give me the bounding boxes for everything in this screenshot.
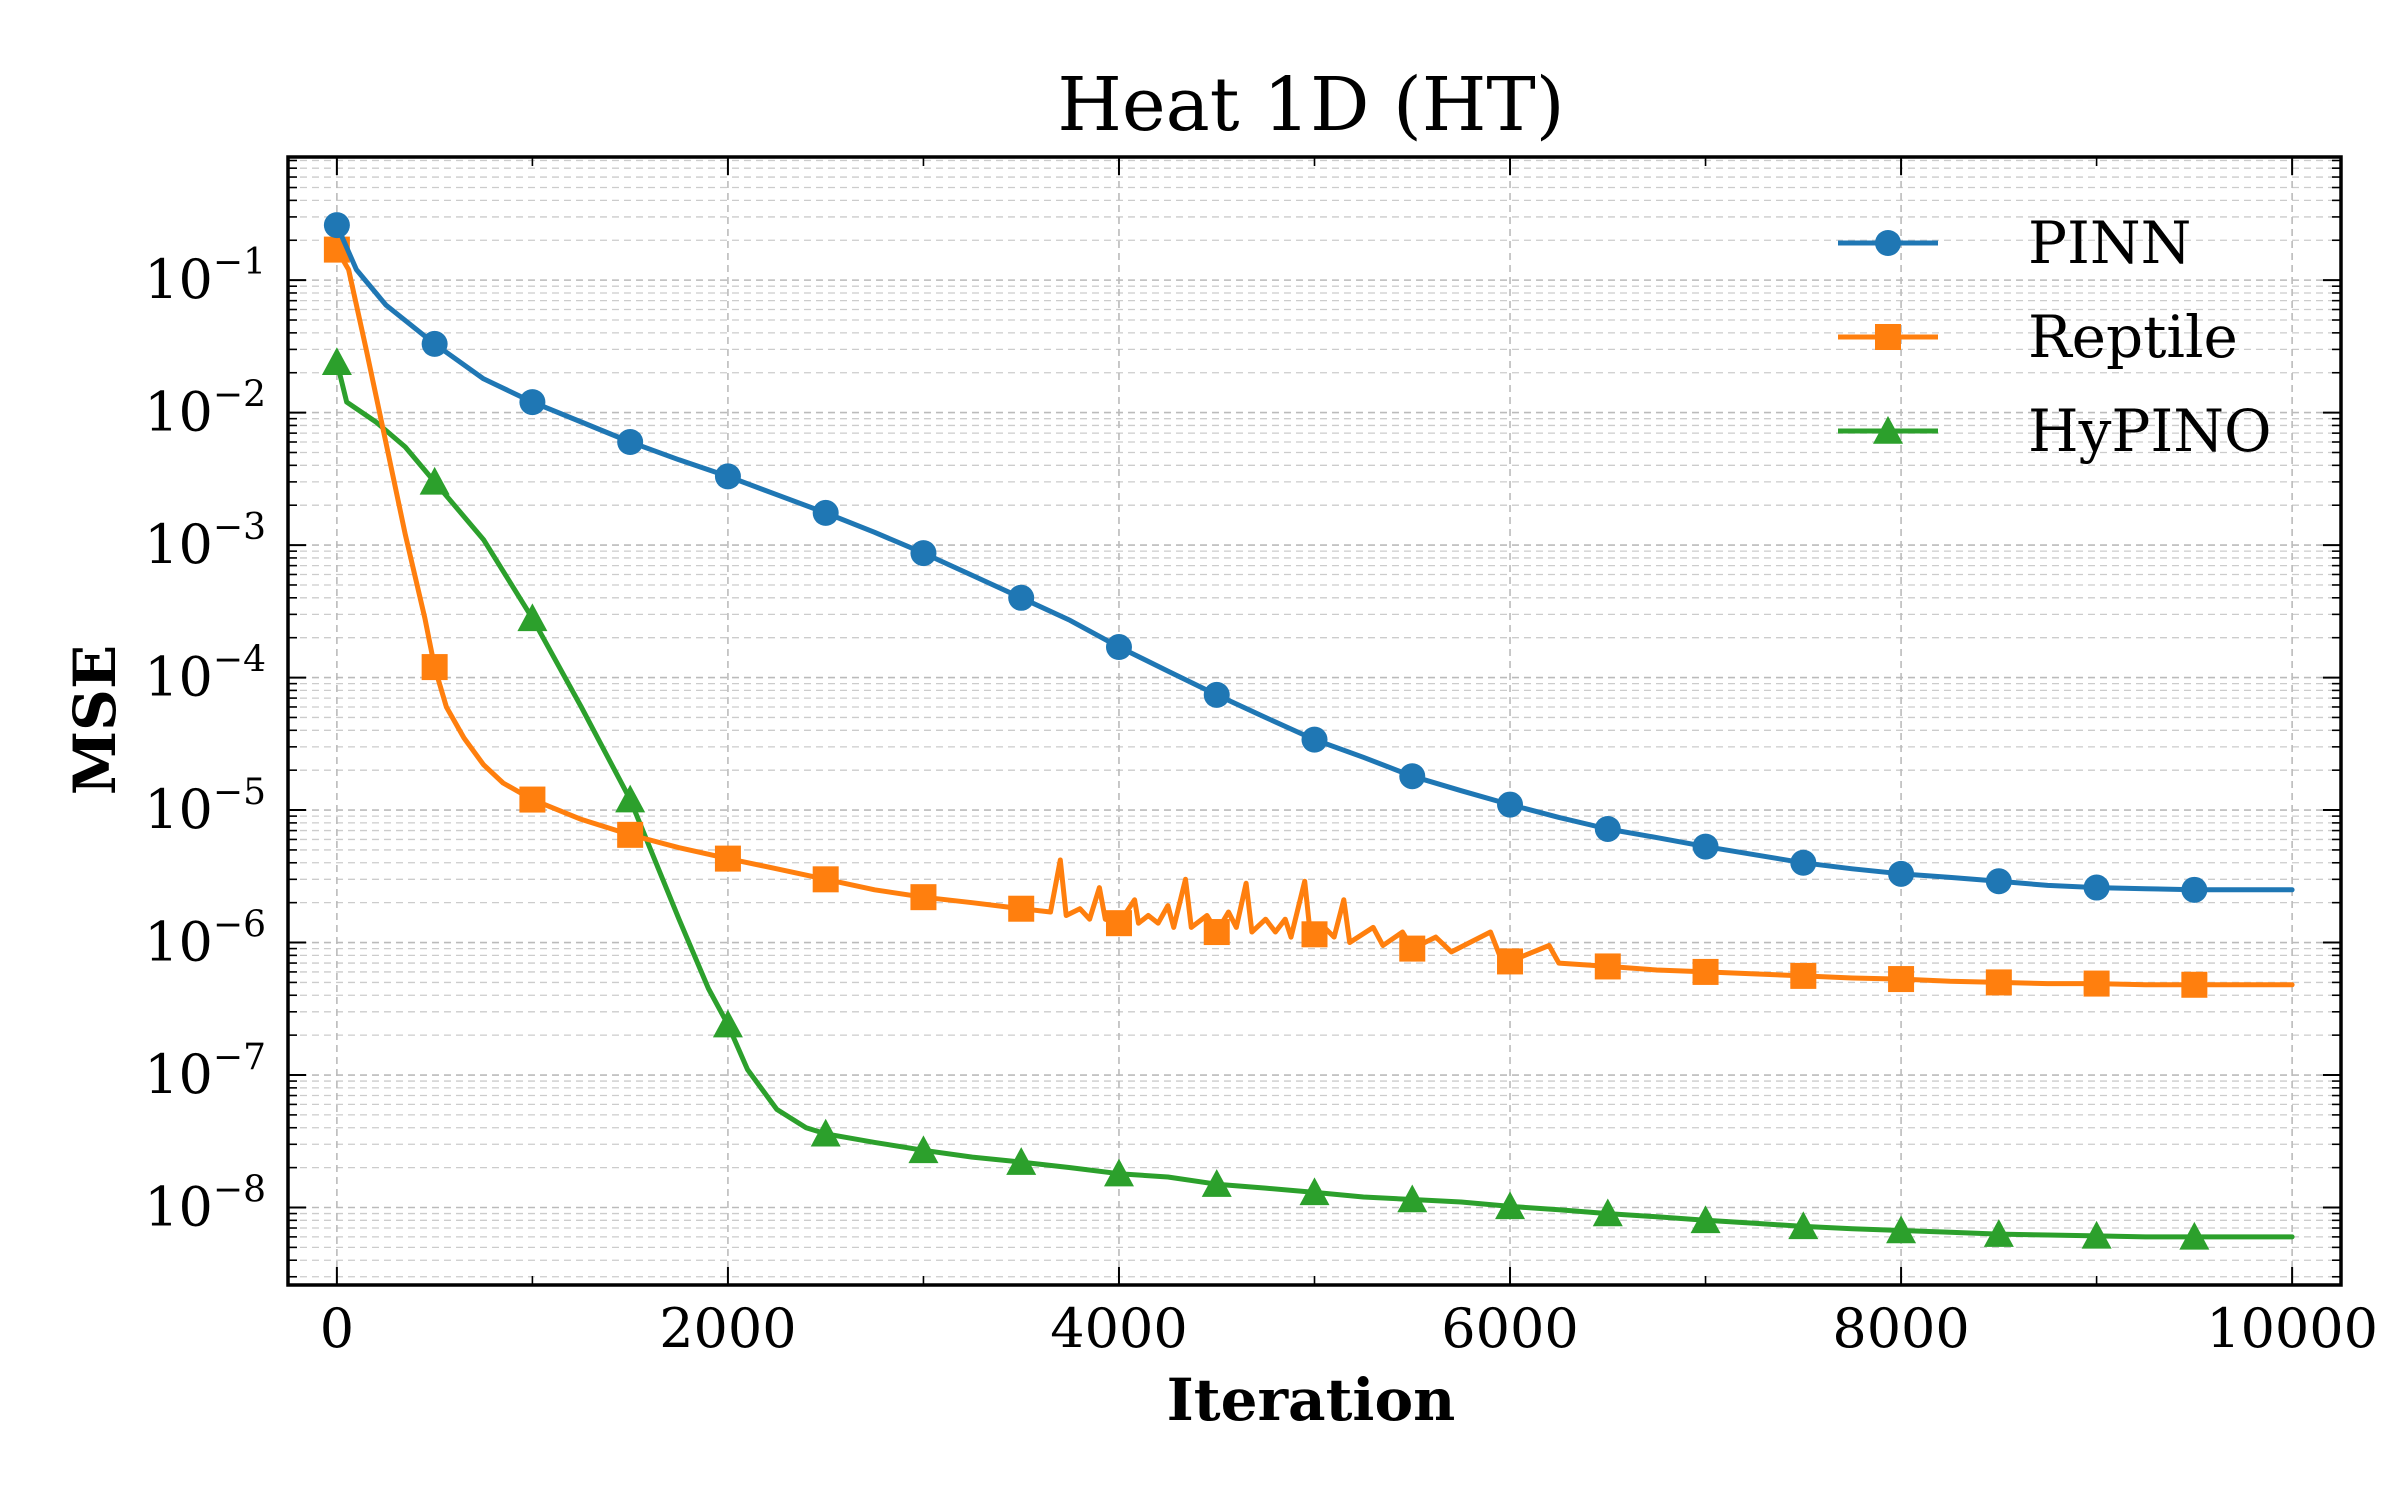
x-tick-label: 2000 — [659, 1297, 796, 1360]
data-point-square — [910, 884, 937, 911]
data-point-triangle — [1690, 1205, 1721, 1234]
legend-marker — [1873, 416, 1903, 444]
series-line — [334, 359, 2295, 1240]
data-point-triangle — [908, 1135, 939, 1164]
y-tick-label: 10−3 — [144, 507, 266, 576]
x-tick-label: 10000 — [2206, 1297, 2378, 1360]
data-point-circle — [421, 330, 448, 357]
data-point-square — [1888, 966, 1915, 993]
grid — [288, 157, 2341, 1285]
data-point-square — [1985, 969, 2012, 996]
x-tick-label: 4000 — [1050, 1297, 1187, 1360]
axis-ticks — [288, 157, 2341, 1285]
data-point-triangle — [1788, 1211, 1819, 1240]
data-point-circle — [519, 389, 546, 416]
data-point-triangle — [1299, 1177, 1330, 1206]
y-tick-label: 10−5 — [144, 772, 266, 841]
data-point-circle — [617, 429, 644, 456]
data-point-circle — [812, 499, 839, 526]
legend: PINN Reptile HyPINO — [1838, 209, 2272, 465]
data-point-square — [812, 866, 839, 893]
data-point-triangle — [517, 603, 548, 632]
legend-label: PINN — [2028, 209, 2191, 277]
data-point-square — [714, 845, 741, 872]
data-point-circle — [323, 212, 350, 239]
data-point-circle — [910, 540, 937, 567]
data-point-triangle — [1495, 1191, 1526, 1220]
chart-title: Heat 1D (HT) — [1057, 62, 1564, 148]
legend-label: HyPINO — [2028, 397, 2272, 465]
data-point-square — [1692, 958, 1719, 985]
x-axis-label: Iteration — [1167, 1366, 1456, 1434]
data-point-square — [1008, 895, 1035, 922]
legend-marker — [1875, 230, 1901, 256]
data-point-circle — [1985, 868, 2012, 895]
data-point-circle — [1594, 815, 1621, 842]
data-point-square — [519, 786, 546, 813]
x-tick-label: 8000 — [1832, 1297, 1969, 1360]
x-tick-label: 0 — [320, 1297, 354, 1360]
data-point-circle — [1008, 584, 1035, 611]
data-point-square — [1203, 919, 1230, 946]
y-tick-label: 10−6 — [144, 905, 266, 974]
data-point-triangle — [1592, 1198, 1623, 1227]
data-point-square — [1301, 921, 1328, 948]
data-point-circle — [1497, 791, 1524, 818]
data-point-circle — [1399, 763, 1426, 790]
data-point-square — [1594, 953, 1621, 980]
data-point-triangle — [1886, 1215, 1917, 1244]
y-tick-label: 10−4 — [144, 640, 266, 709]
data-point-circle — [714, 463, 741, 490]
x-tick-label: 6000 — [1441, 1297, 1578, 1360]
data-point-triangle — [615, 784, 646, 813]
data-point-triangle — [1397, 1184, 1428, 1213]
data-point-triangle — [321, 347, 352, 375]
data-point-square — [1497, 948, 1524, 975]
series-reptile — [323, 236, 2295, 998]
data-point-circle — [1203, 681, 1230, 708]
data-point-circle — [1888, 860, 1915, 887]
data-point-triangle — [1983, 1219, 2014, 1247]
series-pinn — [323, 212, 2295, 903]
legend-marker — [1875, 324, 1901, 350]
data-point-triangle — [2081, 1220, 2112, 1249]
data-point-square — [1105, 910, 1132, 937]
data-point-square — [617, 821, 644, 848]
data-point-square — [1399, 935, 1426, 962]
data-point-triangle — [810, 1118, 841, 1147]
data-point-square — [1790, 962, 1817, 989]
data-point-triangle — [1201, 1169, 1232, 1197]
legend-item: PINN — [1838, 209, 2191, 277]
legend-label: Reptile — [2028, 303, 2238, 371]
data-point-circle — [2083, 874, 2110, 901]
data-point-triangle — [712, 1009, 743, 1038]
y-tick-label: 10−2 — [144, 375, 266, 444]
data-point-circle — [1692, 833, 1719, 860]
data-point-circle — [2181, 876, 2208, 903]
series-layer — [321, 212, 2295, 1250]
legend-item: HyPINO — [1838, 397, 2272, 465]
series-line — [334, 222, 2295, 893]
legend-item: Reptile — [1838, 303, 2238, 371]
x-tick-labels: 0 2000 4000 6000 8000 10000 — [320, 1297, 2378, 1360]
y-tick-label: 10−1 — [144, 242, 266, 311]
series-hypino — [321, 347, 2295, 1250]
y-axis-label: MSE — [61, 645, 129, 795]
data-point-triangle — [419, 466, 450, 495]
data-point-square — [2083, 970, 2110, 997]
data-point-square — [421, 654, 448, 681]
data-point-circle — [1301, 726, 1328, 753]
data-point-triangle — [1103, 1158, 1134, 1187]
data-point-triangle — [1006, 1147, 1037, 1175]
y-tick-labels: 10−1 10−2 10−3 10−4 10−5 10−6 10−7 10−8 — [144, 242, 266, 1238]
y-tick-label: 10−8 — [144, 1169, 266, 1238]
y-tick-label: 10−7 — [144, 1037, 266, 1106]
data-point-circle — [1790, 849, 1817, 876]
data-point-circle — [1105, 634, 1132, 661]
data-point-square — [2181, 971, 2208, 998]
data-point-triangle — [2179, 1221, 2210, 1250]
